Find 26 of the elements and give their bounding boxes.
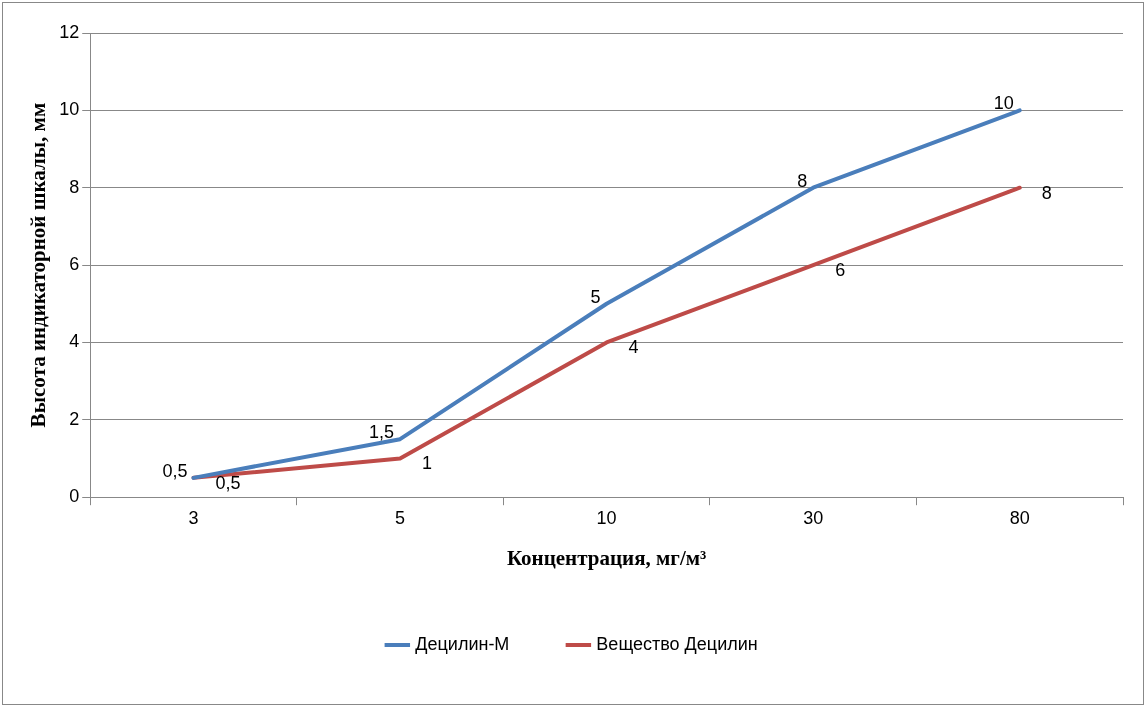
x-tick-label: 5 bbox=[395, 507, 406, 528]
data-label: 10 bbox=[993, 93, 1014, 114]
x-tick-label: 30 bbox=[803, 507, 824, 528]
x-tick-label: 80 bbox=[1009, 507, 1030, 528]
data-label: 0,5 bbox=[215, 472, 241, 493]
legend-label: Вещество Децилин bbox=[596, 633, 758, 654]
y-tick-label: 6 bbox=[69, 254, 80, 275]
y-tick-label: 10 bbox=[59, 99, 80, 120]
data-label: 6 bbox=[835, 260, 846, 281]
data-label: 8 bbox=[797, 170, 808, 191]
y-axis-title: Высота индикаторной шкалы, мм bbox=[26, 102, 51, 428]
x-tick-label: 10 bbox=[596, 507, 617, 528]
data-label: 0,5 bbox=[162, 460, 188, 481]
x-tick-label: 3 bbox=[188, 507, 199, 528]
y-tick-label: 0 bbox=[69, 486, 80, 507]
y-tick-label: 2 bbox=[69, 408, 80, 429]
data-label: 4 bbox=[628, 337, 639, 358]
y-tick-label: 4 bbox=[69, 331, 80, 352]
data-label: 1,5 bbox=[369, 422, 395, 443]
data-label: 5 bbox=[590, 286, 601, 307]
data-label: 1 bbox=[422, 453, 433, 474]
legend-label: Децилин-М bbox=[415, 633, 510, 654]
y-tick-label: 12 bbox=[59, 21, 80, 42]
x-axis-title: Концентрация, мг/м³ bbox=[506, 545, 707, 570]
y-tick-label: 8 bbox=[69, 176, 80, 197]
data-label: 8 bbox=[1041, 182, 1052, 203]
